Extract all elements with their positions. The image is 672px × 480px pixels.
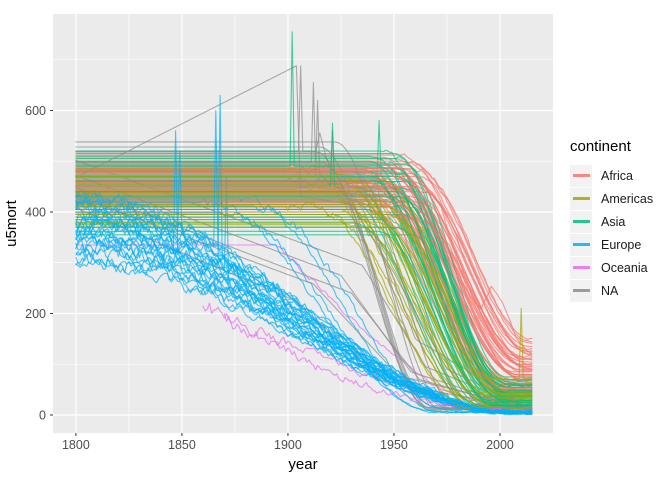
legend-entries: Africa Americas Asia Europe Oceania NA bbox=[570, 164, 653, 302]
legend-key-swatch bbox=[570, 164, 592, 187]
series-line-Af bbox=[75, 188, 533, 368]
legend-key-swatch bbox=[570, 233, 592, 256]
legend-entry-europe: Europe bbox=[570, 233, 653, 256]
legend-key-swatch bbox=[570, 187, 592, 210]
series-line-Eu bbox=[75, 150, 533, 415]
series-line-Af bbox=[75, 169, 533, 370]
series-line-As bbox=[75, 191, 533, 394]
plot-panel: 1800 1850 1900 1950 2000 0 200 400 600 bbox=[25, 14, 553, 452]
series-line-Am bbox=[75, 201, 533, 410]
series-lines bbox=[75, 31, 533, 415]
series-line-NA bbox=[75, 146, 533, 411]
series-line-Af bbox=[75, 181, 533, 390]
series-line-Af bbox=[75, 201, 533, 366]
legend-label: Africa bbox=[601, 168, 633, 183]
legend-key-line bbox=[572, 197, 590, 200]
series-line-Af bbox=[75, 170, 533, 383]
x-tick-label: 1800 bbox=[62, 438, 90, 452]
legend-key-swatch bbox=[570, 279, 592, 302]
series-line-Af bbox=[75, 153, 533, 353]
series-line-Af bbox=[75, 161, 533, 345]
legend-entry-asia: Asia bbox=[570, 210, 653, 233]
x-tick-label: 1900 bbox=[274, 438, 302, 452]
legend-label: Europe bbox=[601, 237, 642, 252]
series-line-Am bbox=[75, 198, 533, 396]
legend-entry-africa: Africa bbox=[570, 164, 653, 187]
legend-key-line bbox=[572, 289, 590, 292]
series-line-As bbox=[75, 160, 533, 403]
series-line-As bbox=[75, 222, 533, 409]
series-line-Am bbox=[75, 174, 533, 380]
series-line-Eu bbox=[75, 109, 533, 415]
x-tick-label: 1950 bbox=[380, 438, 408, 452]
legend-entry-oceania: Oceania bbox=[570, 256, 653, 279]
legend-label: Americas bbox=[601, 191, 654, 206]
legend-entry-na: NA bbox=[570, 279, 653, 302]
legend-key-line bbox=[572, 174, 590, 177]
series-line-As bbox=[75, 153, 533, 388]
legend-label: Asia bbox=[601, 214, 626, 229]
legend-key-line bbox=[572, 266, 590, 269]
y-tick-label: 0 bbox=[39, 408, 46, 422]
series-line-Am bbox=[75, 221, 533, 397]
axes: 1800 1850 1900 1950 2000 0 200 400 600 bbox=[25, 104, 514, 452]
legend-key-line bbox=[572, 243, 590, 246]
series-line-Af bbox=[75, 192, 533, 366]
series-line-Af bbox=[75, 172, 533, 350]
legend-key-swatch bbox=[570, 210, 592, 233]
series-line-As bbox=[75, 31, 533, 398]
legend-title: continent bbox=[570, 138, 631, 155]
series-line-Eu bbox=[75, 130, 533, 415]
x-tick-label: 1850 bbox=[168, 438, 196, 452]
series-line-NA bbox=[75, 195, 533, 411]
series-line-NA bbox=[75, 82, 533, 409]
series-line-As bbox=[75, 156, 533, 382]
y-tick-label: 200 bbox=[25, 307, 46, 321]
series-line-Am bbox=[75, 213, 533, 393]
legend-entry-americas: Americas bbox=[570, 187, 653, 210]
legend-key-line bbox=[572, 220, 590, 223]
y-axis-title: u5mort bbox=[3, 199, 20, 247]
x-axis-title: year bbox=[288, 456, 317, 473]
y-tick-label: 400 bbox=[25, 205, 46, 219]
series-line-As bbox=[75, 180, 533, 387]
series-line-Af bbox=[75, 174, 533, 365]
series-line-Eu bbox=[75, 204, 533, 413]
x-tick-label: 2000 bbox=[486, 438, 514, 452]
series-line-Am bbox=[75, 192, 533, 399]
series-line-Af bbox=[75, 189, 533, 371]
series-line-Af bbox=[75, 167, 533, 360]
series-line-Af bbox=[75, 185, 533, 353]
legend-label: NA bbox=[601, 283, 619, 298]
y-tick-label: 600 bbox=[25, 104, 46, 118]
series-line-Af bbox=[75, 176, 533, 358]
series-line-NA bbox=[75, 141, 533, 410]
legend-key-swatch bbox=[570, 256, 592, 279]
series-line-Eu bbox=[75, 198, 533, 414]
legend-label: Oceania bbox=[601, 260, 648, 275]
series-line-Af bbox=[75, 197, 533, 388]
legend: continent Africa Americas Asia Europe Oceani… bbox=[570, 138, 653, 302]
series-line-As bbox=[75, 230, 533, 407]
